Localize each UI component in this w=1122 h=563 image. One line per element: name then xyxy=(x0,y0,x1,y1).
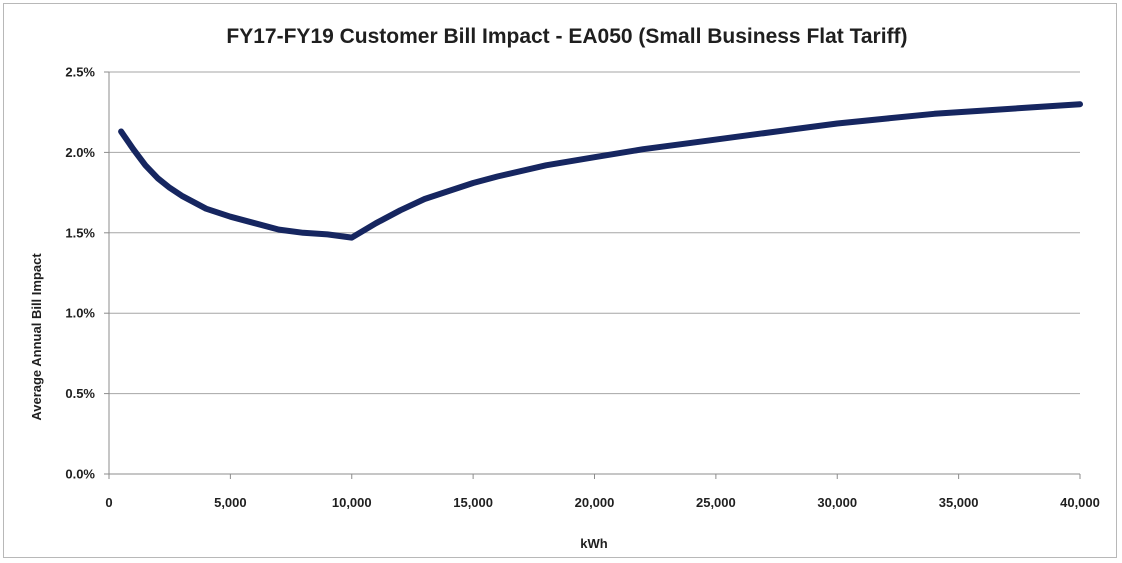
y-axis-label: Average Annual Bill Impact xyxy=(29,253,44,421)
y-tick-label: 0.0% xyxy=(65,467,95,482)
y-tick-label: 0.5% xyxy=(65,386,95,401)
y-tick-label: 2.0% xyxy=(65,145,95,160)
x-tick-label: 15,000 xyxy=(453,495,493,510)
y-tick-label: 1.0% xyxy=(65,306,95,321)
series-layer xyxy=(118,101,1083,241)
y-tick-label: 2.5% xyxy=(65,65,95,80)
chart-frame xyxy=(3,3,1117,558)
x-axis-label: kWh xyxy=(580,536,608,551)
series-line xyxy=(118,101,1083,241)
x-tick-label: 10,000 xyxy=(332,495,372,510)
axes xyxy=(108,72,1080,475)
x-tick-label: 0 xyxy=(105,495,112,510)
y-axis-ticks: 0.0% 0.5% 1.0% 1.5% 2.0% 2.5% xyxy=(65,65,109,482)
x-tick-label: 40,000 xyxy=(1060,495,1100,510)
x-axis-ticks: 0 5,000 10,000 15,000 20,000 25,000 30,000 35,0… xyxy=(105,474,1100,510)
chart-title: FY17-FY19 Customer Bill Impact - EA050 (… xyxy=(226,25,907,48)
y-tick-label: 1.5% xyxy=(65,225,95,240)
gridlines xyxy=(109,71,1080,395)
x-tick-label: 30,000 xyxy=(817,495,857,510)
x-tick-label: 20,000 xyxy=(575,495,615,510)
x-tick-label: 5,000 xyxy=(214,495,247,510)
x-tick-label: 25,000 xyxy=(696,495,736,510)
x-tick-label: 35,000 xyxy=(939,495,979,510)
